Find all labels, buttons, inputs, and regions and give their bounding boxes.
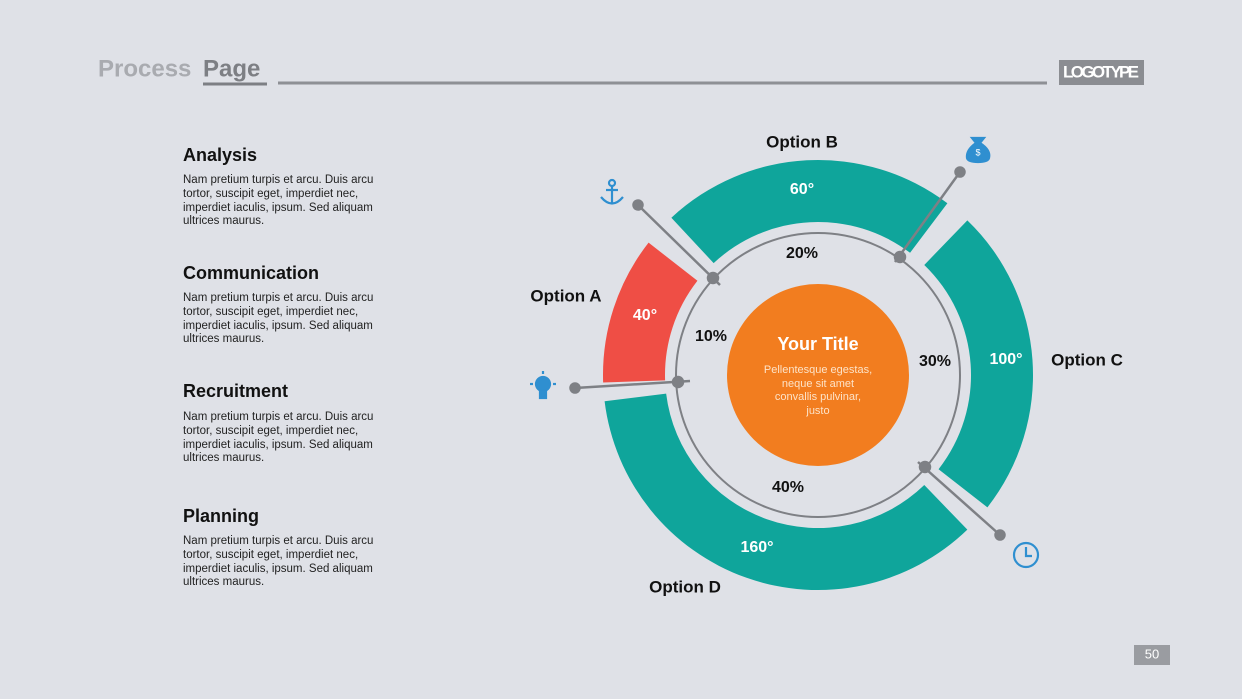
- center-text: Pellentesque egestas, neque sit amet con…: [763, 364, 873, 417]
- center-title: Your Title: [777, 334, 859, 354]
- option-percent: 40%: [772, 479, 804, 496]
- page-number-box: [1134, 645, 1170, 665]
- icons: $: [530, 136, 1040, 569]
- option-percent: 20%: [786, 245, 818, 262]
- title-dark: Page: [203, 55, 260, 82]
- item-title: Communication: [183, 263, 320, 283]
- segment-degrees: 60°: [790, 181, 814, 198]
- page-number: 50: [1145, 646, 1159, 661]
- item-text: Nam pretium turpis et arcu. Duis arcu to…: [183, 411, 374, 465]
- logo-box: [1059, 60, 1144, 85]
- option-label: Option C: [1051, 350, 1123, 369]
- item-title: Recruitment: [183, 381, 289, 401]
- ring: [603, 159, 1033, 590]
- bulb-icon: [530, 371, 556, 400]
- ring-segment: [671, 159, 948, 264]
- svg-text:$: $: [975, 147, 980, 157]
- center-circle: [727, 284, 909, 466]
- option-label: Option B: [766, 132, 838, 151]
- item-title: Analysis: [183, 145, 258, 165]
- anchor-icon: [600, 178, 624, 205]
- option-label: Option D: [649, 577, 721, 596]
- dividers: [569, 166, 1006, 541]
- item-text: Nam pretium turpis et arcu. Duis arcu to…: [183, 174, 374, 228]
- item-text: Nam pretium turpis et arcu. Duis arcu to…: [183, 535, 374, 589]
- segment-degrees: 100°: [989, 351, 1022, 368]
- inner-circle: [675, 232, 961, 518]
- money-icon: $: [965, 136, 991, 164]
- item-text: Nam pretium turpis et arcu. Duis arcu to…: [183, 292, 374, 346]
- clock-icon: [1012, 541, 1040, 569]
- segment-degrees: 40°: [633, 307, 657, 324]
- item-title: Planning: [183, 506, 259, 526]
- ring-segment: [604, 393, 968, 590]
- ring-segment: [603, 242, 698, 383]
- ring-segment: [924, 220, 1033, 508]
- title-light: Process: [98, 55, 191, 82]
- option-percent: 10%: [695, 328, 727, 345]
- option-percent: 30%: [919, 353, 951, 370]
- option-label: Option A: [530, 286, 601, 305]
- logo: LOGOTYPE: [1063, 62, 1139, 81]
- segment-degrees: 160°: [740, 539, 773, 556]
